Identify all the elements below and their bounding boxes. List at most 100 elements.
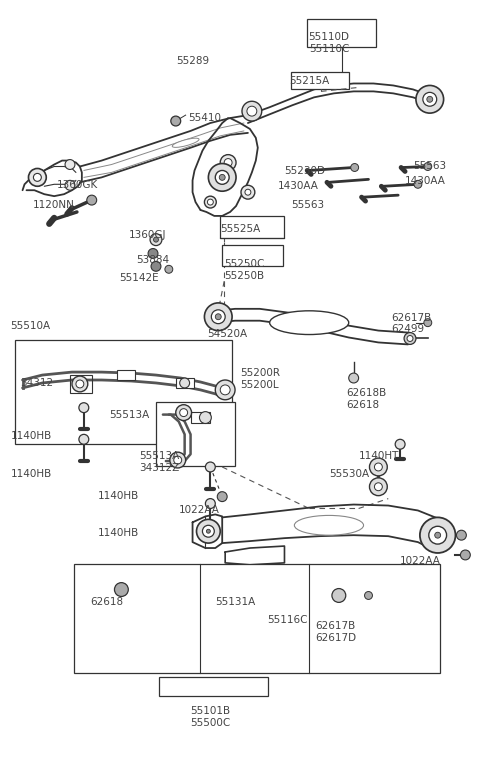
Text: 1140HB: 1140HB bbox=[97, 528, 139, 538]
Circle shape bbox=[247, 106, 257, 116]
Text: 62618: 62618 bbox=[90, 597, 123, 607]
Circle shape bbox=[429, 526, 446, 544]
Text: 1120NN: 1120NN bbox=[33, 200, 74, 210]
Circle shape bbox=[200, 412, 211, 423]
Text: 55250C
55250B: 55250C 55250B bbox=[224, 259, 264, 281]
Circle shape bbox=[220, 154, 236, 170]
Ellipse shape bbox=[294, 515, 363, 535]
Circle shape bbox=[404, 333, 416, 344]
Circle shape bbox=[407, 335, 413, 341]
Circle shape bbox=[170, 452, 186, 468]
Text: 55289: 55289 bbox=[176, 55, 209, 66]
Circle shape bbox=[414, 180, 422, 188]
Circle shape bbox=[211, 310, 225, 324]
Text: 62617B
62617D: 62617B 62617D bbox=[315, 621, 356, 643]
Bar bbox=[176, 378, 193, 388]
Bar bbox=[118, 370, 135, 380]
Circle shape bbox=[456, 530, 467, 540]
Circle shape bbox=[374, 463, 383, 471]
Text: 1360GJ: 1360GJ bbox=[129, 230, 167, 239]
Circle shape bbox=[65, 180, 75, 190]
Circle shape bbox=[216, 380, 235, 400]
Circle shape bbox=[206, 529, 210, 534]
Bar bbox=[14, 340, 232, 445]
Circle shape bbox=[460, 550, 470, 560]
Circle shape bbox=[424, 163, 432, 170]
Circle shape bbox=[216, 170, 229, 184]
Text: 55116C: 55116C bbox=[268, 616, 308, 625]
Text: 1140HB: 1140HB bbox=[11, 432, 52, 442]
Circle shape bbox=[171, 116, 180, 126]
Text: 62617B
62499: 62617B 62499 bbox=[391, 313, 432, 334]
Circle shape bbox=[180, 378, 190, 388]
Text: 55563: 55563 bbox=[291, 200, 324, 210]
Circle shape bbox=[180, 409, 188, 416]
Text: 55101B
55500C: 55101B 55500C bbox=[190, 706, 230, 728]
Text: 53884: 53884 bbox=[136, 255, 169, 265]
Circle shape bbox=[205, 499, 216, 508]
Circle shape bbox=[245, 189, 251, 195]
Circle shape bbox=[416, 85, 444, 113]
Circle shape bbox=[374, 483, 383, 491]
Circle shape bbox=[423, 93, 437, 106]
Bar bbox=[291, 71, 349, 90]
Circle shape bbox=[224, 159, 232, 166]
Text: 55530A: 55530A bbox=[329, 469, 369, 479]
Text: 1140HB: 1140HB bbox=[97, 491, 139, 501]
Text: 1140HT: 1140HT bbox=[359, 451, 399, 461]
Text: 55525A: 55525A bbox=[220, 224, 261, 234]
Text: 55110D
55110C: 55110D 55110C bbox=[309, 32, 349, 54]
Bar bbox=[159, 676, 268, 696]
Circle shape bbox=[174, 456, 182, 464]
Text: 1430AA: 1430AA bbox=[405, 176, 446, 186]
Circle shape bbox=[154, 237, 158, 242]
Text: 55215A: 55215A bbox=[289, 75, 329, 86]
Circle shape bbox=[420, 518, 456, 553]
Circle shape bbox=[34, 173, 41, 182]
Circle shape bbox=[204, 196, 216, 208]
Text: 1140HB: 1140HB bbox=[11, 469, 52, 479]
Circle shape bbox=[79, 435, 89, 445]
Circle shape bbox=[351, 163, 359, 172]
Circle shape bbox=[349, 373, 359, 383]
Text: 55142E: 55142E bbox=[120, 274, 159, 283]
Ellipse shape bbox=[270, 311, 349, 334]
Bar bbox=[70, 375, 92, 393]
Circle shape bbox=[87, 195, 96, 205]
Circle shape bbox=[435, 532, 441, 538]
Circle shape bbox=[79, 403, 89, 413]
Circle shape bbox=[219, 174, 225, 180]
Circle shape bbox=[370, 478, 387, 496]
Bar bbox=[191, 412, 210, 423]
Circle shape bbox=[176, 405, 192, 420]
Text: 55513A
34312Z: 55513A 34312Z bbox=[139, 451, 180, 473]
Circle shape bbox=[395, 439, 405, 449]
Circle shape bbox=[165, 265, 173, 274]
Bar bbox=[156, 402, 235, 466]
Text: 62618B
62618: 62618B 62618 bbox=[346, 388, 386, 410]
Circle shape bbox=[204, 303, 232, 331]
Circle shape bbox=[65, 160, 75, 169]
Text: 1360GK: 1360GK bbox=[57, 180, 98, 190]
Circle shape bbox=[203, 525, 214, 537]
Circle shape bbox=[205, 462, 216, 472]
Ellipse shape bbox=[172, 138, 199, 147]
Text: 55230D: 55230D bbox=[285, 166, 325, 176]
Text: 54520A: 54520A bbox=[207, 328, 248, 339]
Circle shape bbox=[242, 101, 262, 121]
Circle shape bbox=[148, 249, 158, 258]
Circle shape bbox=[207, 199, 213, 205]
Circle shape bbox=[114, 583, 128, 597]
Text: 55410: 55410 bbox=[189, 113, 222, 123]
Circle shape bbox=[332, 588, 346, 603]
Circle shape bbox=[28, 169, 46, 186]
Circle shape bbox=[364, 591, 372, 600]
Circle shape bbox=[424, 318, 432, 327]
Text: 55510A: 55510A bbox=[11, 321, 51, 331]
Text: 1022AA: 1022AA bbox=[400, 556, 441, 566]
Bar bbox=[222, 245, 284, 266]
Circle shape bbox=[196, 519, 220, 543]
Circle shape bbox=[208, 163, 236, 192]
Circle shape bbox=[220, 385, 230, 395]
Text: 55563: 55563 bbox=[413, 160, 446, 170]
